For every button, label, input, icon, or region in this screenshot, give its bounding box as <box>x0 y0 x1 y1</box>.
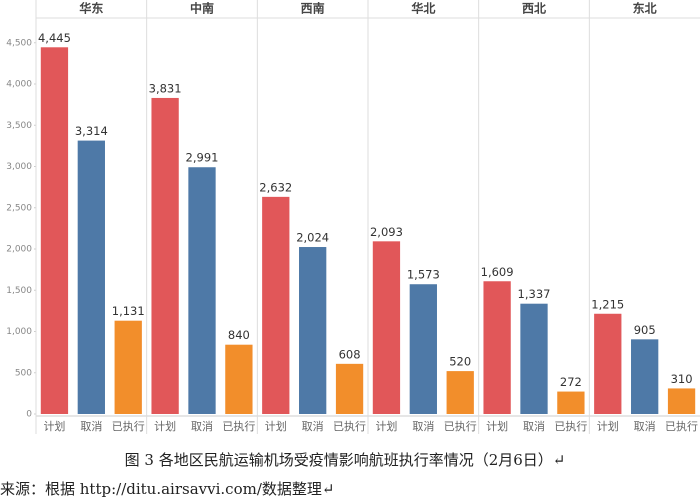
x-tick-label: 计划 <box>43 420 65 433</box>
x-tick-label: 取消 <box>523 419 545 433</box>
value-label: 840 <box>228 328 250 342</box>
x-tick-label: 计划 <box>154 420 176 433</box>
bar <box>225 344 253 414</box>
bar <box>299 247 327 414</box>
x-tick-label: 已执行 <box>222 419 255 433</box>
y-tick-label: 2,000 <box>6 245 32 255</box>
value-label: 1,215 <box>591 297 624 311</box>
value-label: 520 <box>449 355 471 369</box>
x-tick-label: 计划 <box>597 420 619 433</box>
value-label: 1,337 <box>518 287 551 301</box>
value-label: 1,131 <box>112 304 145 318</box>
bar <box>77 140 105 414</box>
panel-header: 西南 <box>301 1 325 16</box>
value-label: 2,991 <box>186 151 219 165</box>
x-tick-label: 已执行 <box>333 419 366 433</box>
panel-header: 华东 <box>79 1 103 16</box>
panel-header: 西北 <box>522 1 546 16</box>
value-label: 4,445 <box>38 31 71 45</box>
bar <box>483 281 511 414</box>
value-label: 272 <box>560 375 582 389</box>
x-tick-label: 计划 <box>486 420 508 433</box>
value-label: 905 <box>634 323 656 337</box>
x-tick-label: 取消 <box>302 419 324 433</box>
y-tick-label: 3,000 <box>6 162 32 172</box>
x-tick-label: 已执行 <box>665 419 698 433</box>
value-label: 1,573 <box>407 268 440 282</box>
value-label: 608 <box>339 347 361 361</box>
panel-header: 中南 <box>190 1 214 16</box>
x-tick-label: 已执行 <box>554 419 587 433</box>
bar <box>114 320 142 414</box>
bar <box>372 241 401 414</box>
y-tick-label: 2,500 <box>6 203 32 213</box>
x-tick-label: 已执行 <box>444 419 477 433</box>
x-tick-label: 取消 <box>634 419 656 433</box>
bar <box>409 284 437 414</box>
bar <box>446 371 474 414</box>
value-label: 2,024 <box>296 231 329 245</box>
bar <box>262 196 290 414</box>
value-label: 3,831 <box>149 81 182 95</box>
y-tick-label: 1,000 <box>6 327 32 337</box>
value-label: 1,609 <box>481 265 514 279</box>
bar <box>188 167 216 414</box>
x-tick-label: 计划 <box>375 420 397 433</box>
x-tick-label: 取消 <box>191 419 213 433</box>
bar <box>594 313 622 414</box>
y-tick-label: 3,500 <box>6 121 32 131</box>
bar <box>667 388 696 414</box>
bar <box>40 47 69 414</box>
y-tick-label: 1,500 <box>6 286 32 296</box>
bar <box>631 339 659 414</box>
value-label: 310 <box>671 372 693 386</box>
bar <box>151 97 179 414</box>
x-tick-label: 取消 <box>80 419 102 433</box>
y-tick-label: 0 <box>26 410 32 420</box>
value-label: 2,093 <box>370 225 403 239</box>
caption: 图 3 各地区民航运输机场受疫情影响航班执行率情况（2月6日）↵ <box>125 451 566 469</box>
y-tick-label: 4,500 <box>6 38 32 48</box>
value-label: 2,632 <box>259 180 292 194</box>
x-tick-label: 已执行 <box>112 419 145 433</box>
y-tick-label: 4,000 <box>6 80 32 90</box>
source: 来源：根据 http://ditu.airsavvi.com/数据整理↵ <box>0 480 334 498</box>
x-tick-label: 计划 <box>265 420 287 433</box>
x-tick-label: 取消 <box>412 419 434 433</box>
value-label: 3,314 <box>75 124 108 138</box>
bar <box>335 363 364 414</box>
bar <box>557 391 585 414</box>
panel-header: 华北 <box>411 1 435 16</box>
bar <box>520 303 548 414</box>
y-tick-label: 500 <box>15 368 32 378</box>
panel-header: 东北 <box>633 1 657 16</box>
